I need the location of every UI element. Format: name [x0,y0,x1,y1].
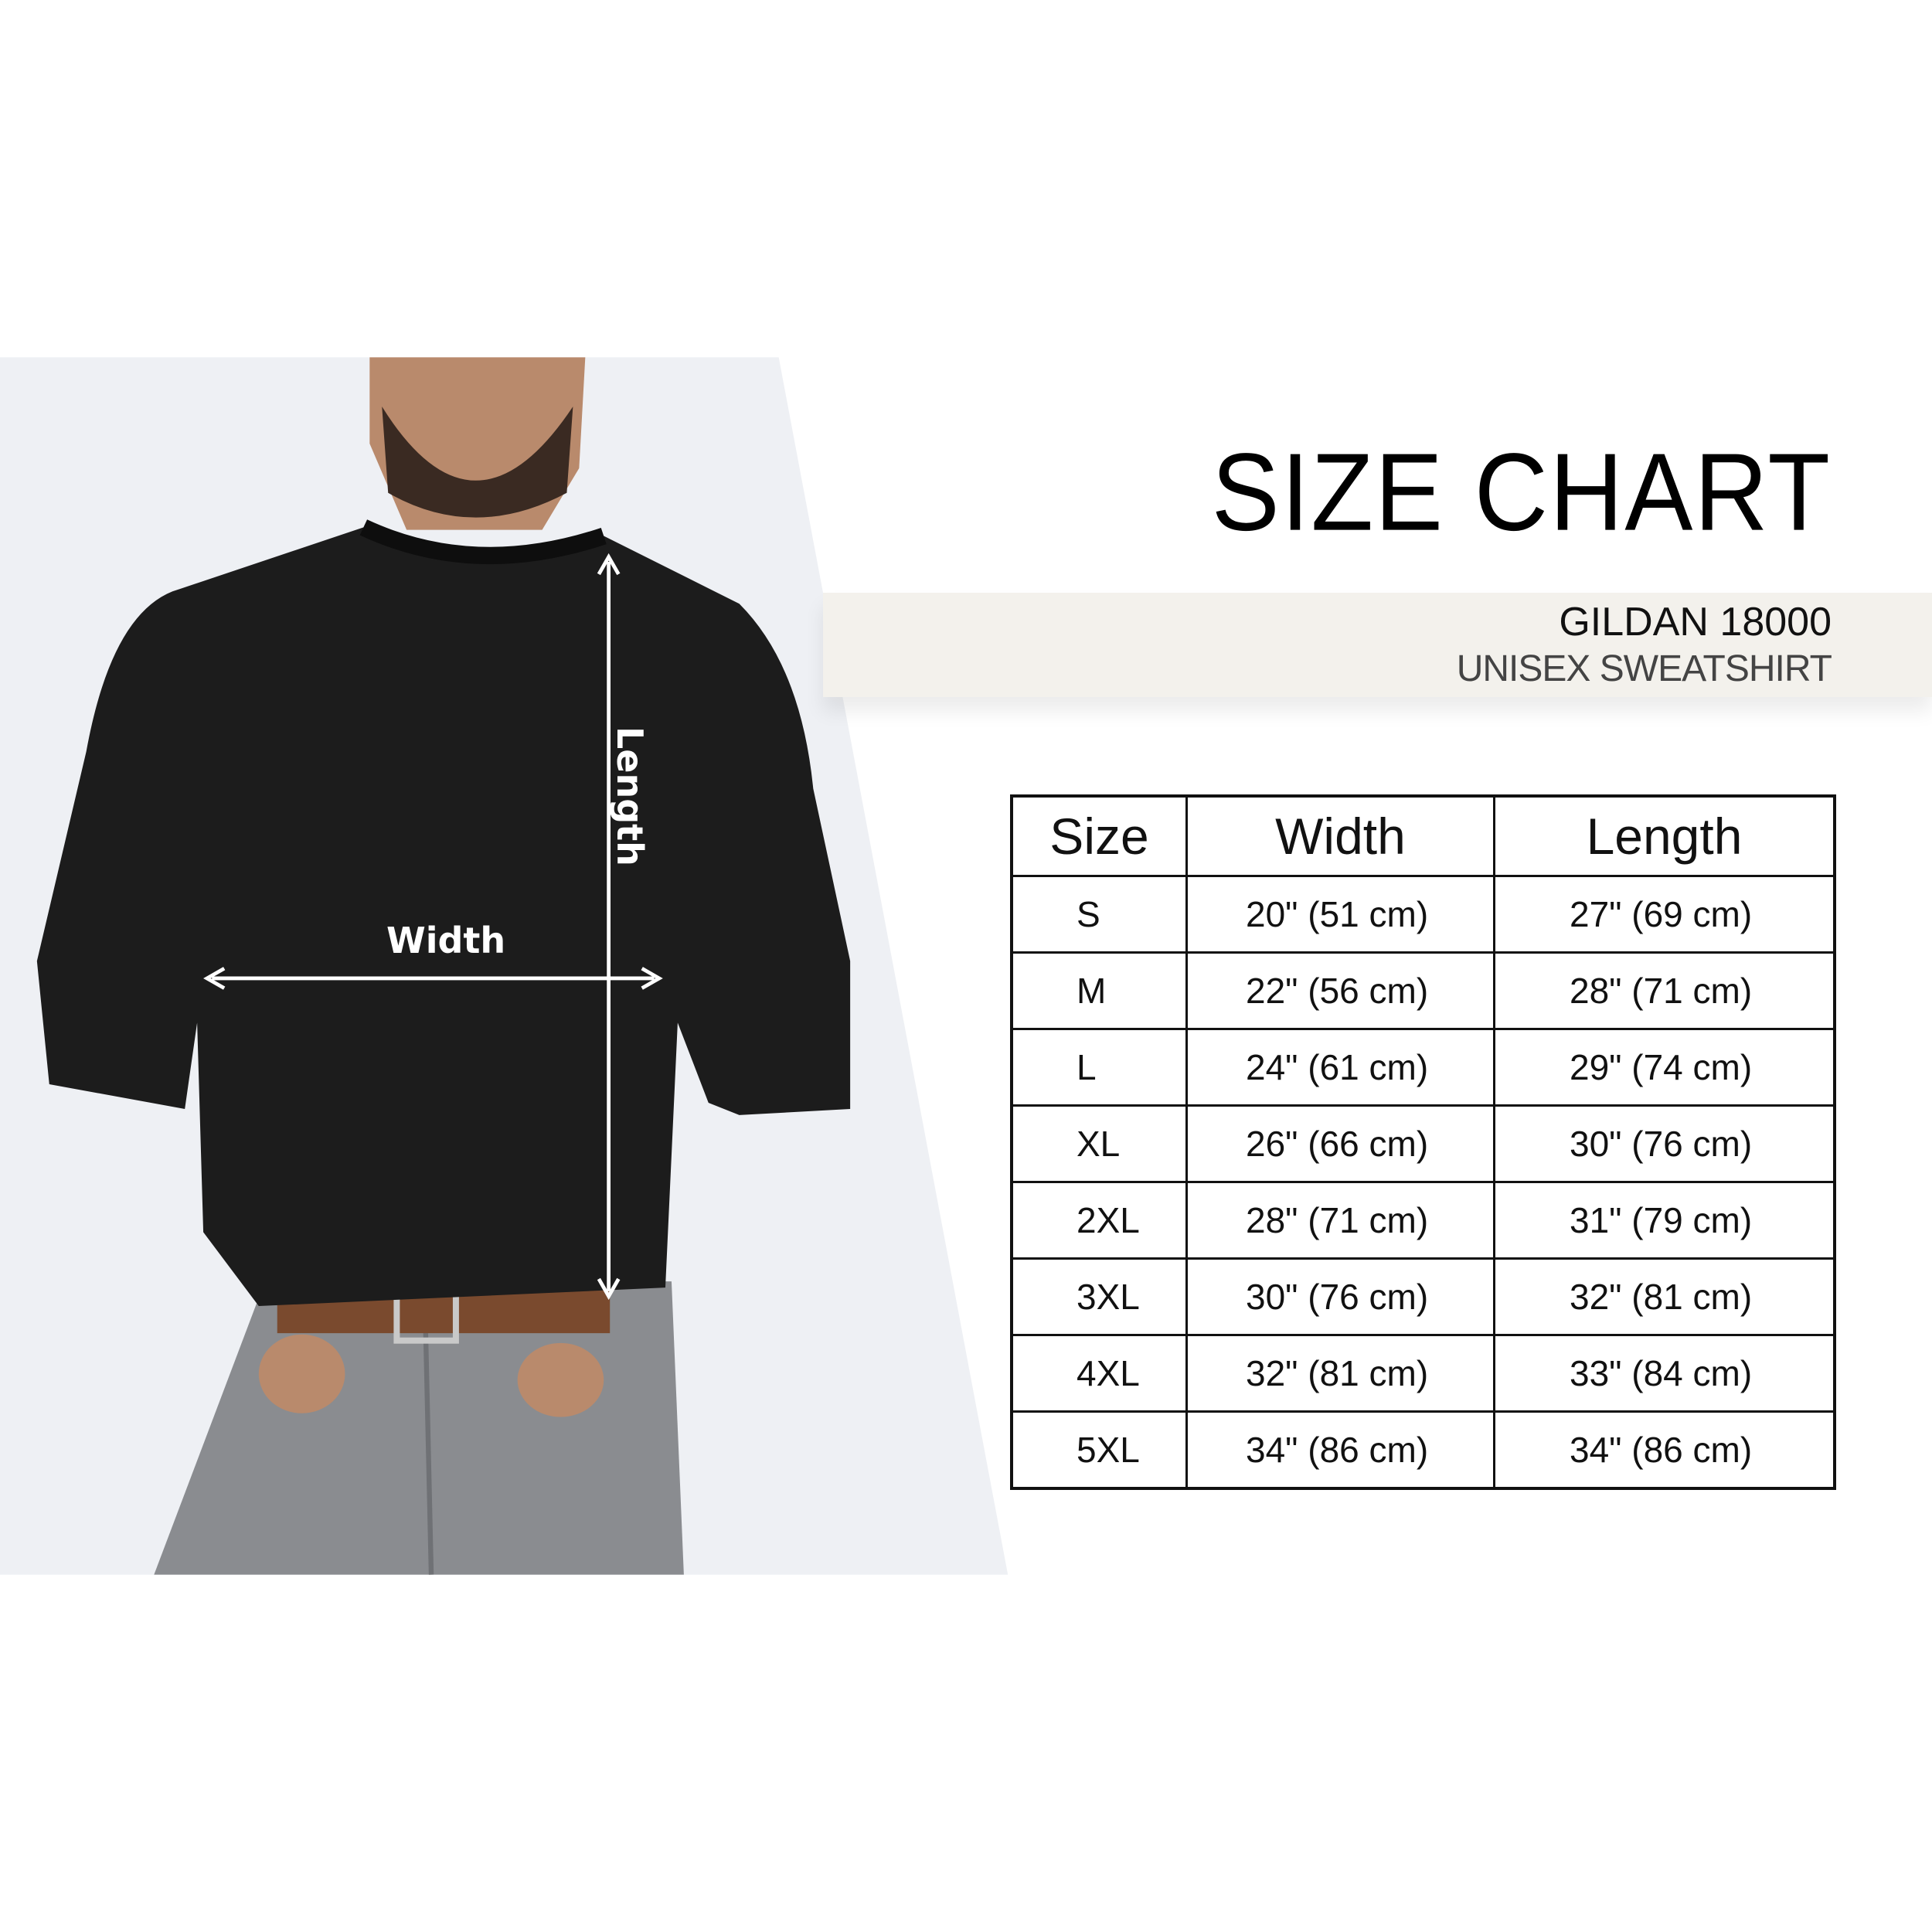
size-cell: S [1010,875,1188,954]
length-cell: 28" (71 cm) [1493,951,1836,1030]
page-title: SIZE CHART [1211,430,1832,553]
length-cell: 30" (76 cm) [1493,1104,1836,1183]
table-header-row: Size Width Length [1010,794,1836,877]
width-cell: 22" (56 cm) [1185,951,1495,1030]
table-row: 4XL 32" (81 cm) 33" (84 cm) [1010,1334,1836,1413]
width-cell: 32" (81 cm) [1185,1334,1495,1413]
size-cell: 3XL [1010,1257,1188,1336]
length-cell: 34" (86 cm) [1493,1410,1836,1490]
size-cell: L [1010,1028,1188,1107]
table-row: 3XL 30" (76 cm) 32" (81 cm) [1010,1257,1836,1336]
length-label: Length [609,726,651,866]
length-cell: 32" (81 cm) [1493,1257,1836,1336]
width-cell: 34" (86 cm) [1185,1410,1495,1490]
length-cell: 27" (69 cm) [1493,875,1836,954]
length-cell: 29" (74 cm) [1493,1028,1836,1107]
column-header-length: Length [1493,794,1836,877]
size-cell: M [1010,951,1188,1030]
width-label: Width [386,920,506,961]
size-table: Size Width Length S 20" (51 cm) 27" (69 cm… [1010,794,1836,1490]
width-cell: 26" (66 cm) [1185,1104,1495,1183]
width-cell: 20" (51 cm) [1185,875,1495,954]
table-row: M 22" (56 cm) 28" (71 cm) [1010,951,1836,1030]
table-row: L 24" (61 cm) 29" (74 cm) [1010,1028,1836,1107]
product-name: UNISEX SWEATSHIRT [1456,648,1832,689]
table-row: XL 26" (66 cm) 30" (76 cm) [1010,1104,1836,1183]
size-cell: XL [1010,1104,1188,1183]
width-cell: 24" (61 cm) [1185,1028,1495,1107]
product-band [823,593,1932,697]
length-cell: 31" (79 cm) [1493,1181,1836,1260]
width-cell: 30" (76 cm) [1185,1257,1495,1336]
length-cell: 33" (84 cm) [1493,1334,1836,1413]
width-cell: 28" (71 cm) [1185,1181,1495,1260]
table-row: S 20" (51 cm) 27" (69 cm) [1010,875,1836,954]
column-header-width: Width [1185,794,1495,877]
size-cell: 2XL [1010,1181,1188,1260]
size-cell: 4XL [1010,1334,1188,1413]
column-header-size: Size [1010,794,1188,877]
brand-name: GILDAN 18000 [1559,600,1832,645]
table-row: 5XL 34" (86 cm) 34" (86 cm) [1010,1410,1836,1490]
size-cell: 5XL [1010,1410,1188,1490]
table-row: 2XL 28" (71 cm) 31" (79 cm) [1010,1181,1836,1260]
